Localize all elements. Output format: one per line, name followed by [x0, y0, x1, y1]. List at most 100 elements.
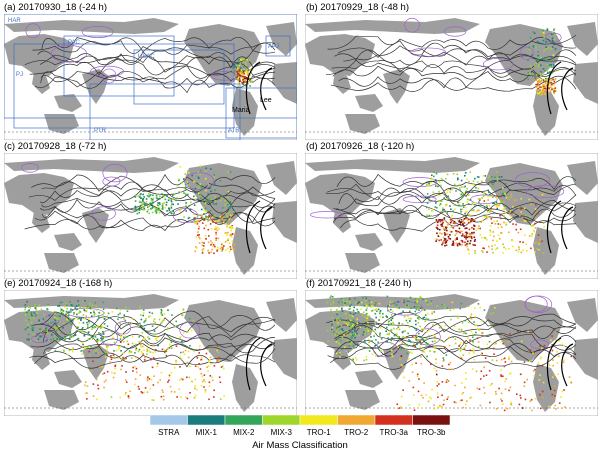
air-mass-particle [199, 165, 202, 167]
air-mass-particle [68, 349, 71, 351]
air-mass-particle [121, 365, 123, 367]
air-mass-particle [80, 319, 82, 322]
air-mass-particle [173, 212, 175, 215]
air-mass-particle [463, 341, 465, 344]
air-mass-particle [363, 346, 366, 349]
air-mass-particle [212, 243, 215, 246]
air-mass-particle [448, 363, 450, 366]
air-mass-particle [359, 326, 362, 328]
air-mass-particle [97, 325, 99, 327]
air-mass-particle [184, 187, 187, 190]
air-mass-particle [353, 333, 356, 336]
air-mass-particle [358, 334, 361, 337]
air-mass-particle [435, 373, 438, 376]
air-mass-particle [63, 337, 66, 340]
air-mass-particle [134, 343, 137, 346]
air-mass-particle [152, 320, 155, 323]
air-mass-particle [354, 301, 357, 304]
air-mass-particle [513, 213, 515, 216]
air-mass-particle [196, 234, 199, 237]
air-mass-particle [229, 234, 232, 236]
air-mass-particle [349, 314, 352, 317]
air-mass-particle [557, 355, 560, 358]
air-mass-particle [479, 378, 482, 380]
air-mass-particle [501, 193, 503, 195]
air-mass-particle [364, 330, 366, 333]
air-mass-particle [435, 369, 438, 372]
air-mass-particle [143, 349, 145, 352]
air-mass-particle [367, 330, 370, 332]
air-mass-particle [86, 385, 89, 387]
air-mass-particle [390, 319, 393, 322]
region-label: ATR [228, 128, 240, 134]
air-mass-particle [211, 376, 213, 379]
air-mass-particle [553, 88, 555, 90]
air-mass-particle [541, 31, 543, 34]
air-mass-particle [171, 203, 173, 205]
air-mass-particle [495, 171, 498, 173]
air-mass-particle [428, 335, 430, 338]
air-mass-particle [474, 334, 476, 336]
air-mass-particle [181, 314, 183, 316]
air-mass-particle [447, 189, 449, 191]
air-mass-particle [212, 221, 214, 223]
air-mass-particle [149, 193, 152, 196]
air-mass-particle [110, 330, 113, 332]
air-mass-particle [27, 306, 30, 308]
air-mass-particle [233, 248, 236, 251]
air-mass-particle [198, 363, 200, 365]
air-mass-particle [200, 186, 203, 189]
air-mass-particle [560, 407, 563, 409]
air-mass-particle [80, 350, 82, 352]
air-mass-particle [366, 328, 369, 330]
air-mass-particle [199, 237, 201, 240]
air-mass-particle [428, 329, 430, 332]
air-mass-particle [156, 362, 159, 365]
air-mass-particle [415, 298, 417, 300]
air-mass-particle [218, 356, 221, 359]
air-mass-particle [420, 394, 423, 397]
land-mass [567, 22, 598, 56]
air-mass-particle [534, 222, 536, 225]
air-mass-particle [402, 330, 405, 333]
air-mass-particle [553, 64, 555, 66]
air-mass-particle [27, 328, 30, 330]
air-mass-particle [539, 79, 542, 82]
air-mass-particle [455, 230, 457, 232]
air-mass-particle [495, 342, 497, 345]
air-mass-particle [492, 231, 495, 233]
air-mass-particle [161, 203, 164, 205]
air-mass-particle [375, 307, 378, 310]
air-mass-particle [539, 345, 541, 348]
air-mass-particle [225, 213, 228, 215]
air-mass-particle [374, 355, 377, 357]
air-mass-particle [349, 343, 352, 345]
air-mass-particle [392, 323, 395, 326]
air-mass-particle [188, 172, 190, 174]
air-mass-particle [237, 85, 239, 88]
air-mass-particle [381, 312, 384, 315]
air-mass-particle [361, 314, 364, 317]
air-mass-particle [24, 308, 26, 311]
air-mass-particle [231, 233, 234, 236]
air-mass-particle [144, 356, 146, 359]
air-mass-particle [175, 320, 177, 323]
air-mass-particle [489, 225, 492, 227]
air-mass-particle [396, 328, 398, 330]
air-mass-particle [551, 335, 553, 337]
air-mass-particle [422, 397, 424, 399]
air-mass-particle [199, 368, 202, 370]
air-mass-particle [194, 191, 197, 194]
air-mass-particle [154, 207, 156, 209]
air-mass-particle [462, 406, 465, 409]
air-mass-particle [184, 177, 187, 179]
air-mass-particle [119, 338, 122, 340]
air-mass-particle [243, 71, 245, 74]
air-mass-particle [225, 232, 227, 234]
air-mass-particle [415, 308, 418, 311]
air-mass-particle [526, 250, 528, 252]
air-mass-particle [442, 241, 445, 243]
air-mass-particle [411, 371, 414, 374]
air-mass-particle [28, 318, 30, 321]
air-mass-particle [493, 235, 495, 238]
